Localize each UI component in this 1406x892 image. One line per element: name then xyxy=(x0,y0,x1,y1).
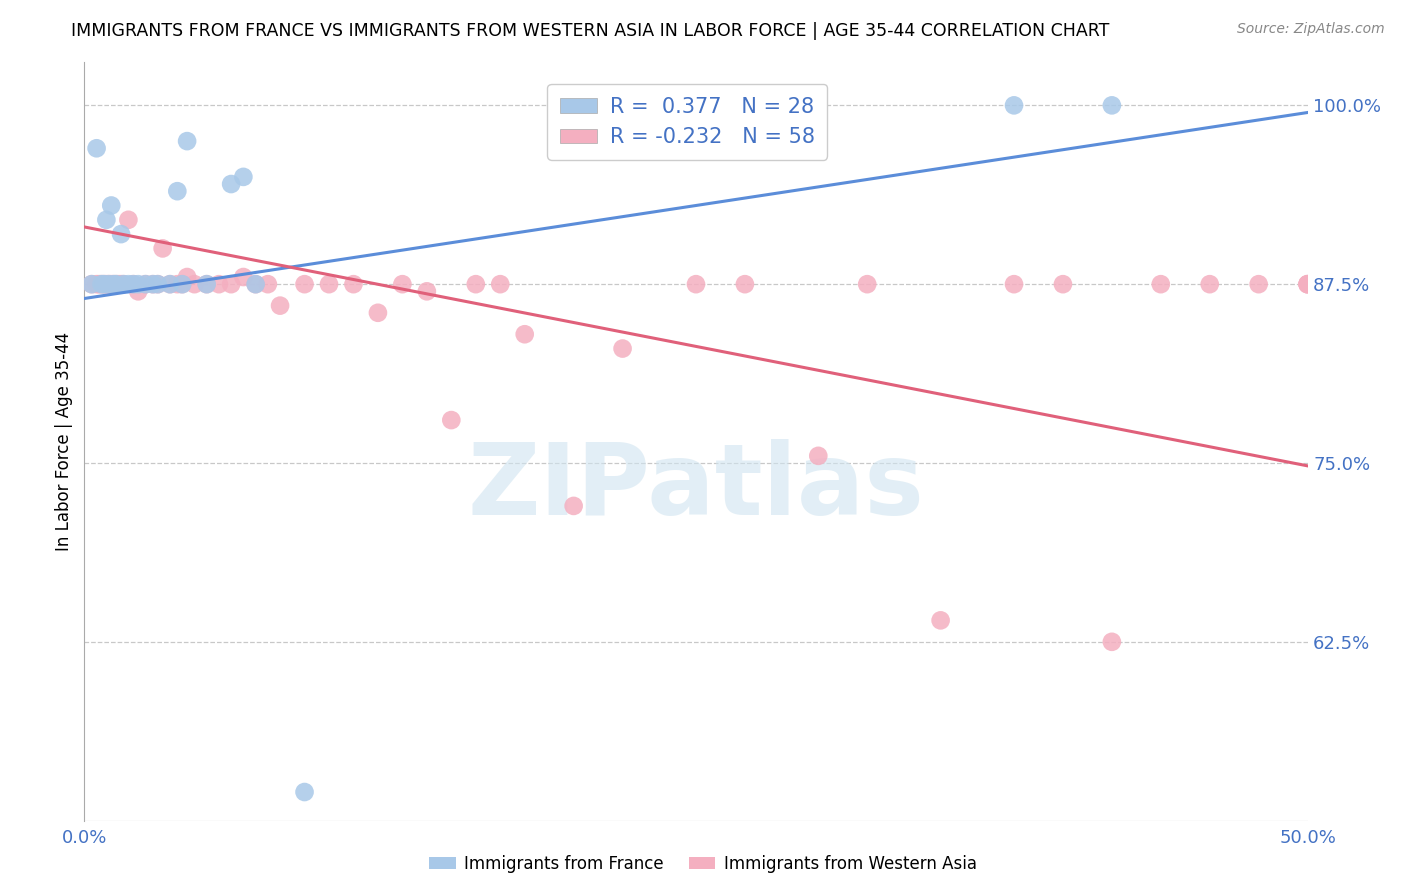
Point xyxy=(685,277,707,292)
Point xyxy=(1052,277,1074,292)
Point xyxy=(367,306,389,320)
Point xyxy=(245,277,267,292)
Point xyxy=(257,277,280,292)
Point xyxy=(294,277,316,292)
Point xyxy=(97,277,120,292)
Point xyxy=(208,277,231,292)
Point xyxy=(734,277,756,292)
Point xyxy=(142,277,165,292)
Legend: Immigrants from France, Immigrants from Western Asia: Immigrants from France, Immigrants from … xyxy=(423,848,983,880)
Point xyxy=(127,277,149,292)
Point xyxy=(93,277,115,292)
Point xyxy=(1296,277,1319,292)
Point xyxy=(176,134,198,148)
Point xyxy=(562,499,585,513)
Point xyxy=(105,277,128,292)
Point xyxy=(807,449,830,463)
Point xyxy=(142,277,165,292)
Point xyxy=(1198,277,1220,292)
Point xyxy=(103,277,125,292)
Point xyxy=(103,277,125,292)
Point xyxy=(172,277,194,292)
Point xyxy=(232,270,254,285)
Point xyxy=(152,241,174,255)
Point xyxy=(1101,98,1123,112)
Point xyxy=(195,277,218,292)
Point xyxy=(97,277,120,292)
Point xyxy=(1296,277,1319,292)
Point xyxy=(117,212,139,227)
Point xyxy=(87,277,110,292)
Point xyxy=(245,277,267,292)
Point xyxy=(1150,277,1173,292)
Point xyxy=(135,277,157,292)
Point xyxy=(342,277,364,292)
Point xyxy=(117,277,139,292)
Point xyxy=(105,277,128,292)
Point xyxy=(86,141,108,155)
Point xyxy=(172,277,194,292)
Point xyxy=(856,277,879,292)
Text: IMMIGRANTS FROM FRANCE VS IMMIGRANTS FROM WESTERN ASIA IN LABOR FORCE | AGE 35-4: IMMIGRANTS FROM FRANCE VS IMMIGRANTS FRO… xyxy=(72,22,1109,40)
Point xyxy=(146,277,169,292)
Legend: R =  0.377   N = 28, R = -0.232   N = 58: R = 0.377 N = 28, R = -0.232 N = 58 xyxy=(547,84,827,160)
Text: Source: ZipAtlas.com: Source: ZipAtlas.com xyxy=(1237,22,1385,37)
Point xyxy=(1101,635,1123,649)
Point xyxy=(112,277,135,292)
Point xyxy=(127,285,149,299)
Point xyxy=(107,277,129,292)
Point xyxy=(464,277,486,292)
Point xyxy=(80,277,103,292)
Point xyxy=(183,277,205,292)
Point xyxy=(929,613,952,627)
Point xyxy=(100,277,122,292)
Point xyxy=(96,212,118,227)
Point xyxy=(93,277,115,292)
Point xyxy=(219,177,242,191)
Y-axis label: In Labor Force | Age 35-44: In Labor Force | Age 35-44 xyxy=(55,332,73,551)
Point xyxy=(100,198,122,212)
Point xyxy=(110,227,132,241)
Point xyxy=(1247,277,1270,292)
Point xyxy=(416,285,439,299)
Point xyxy=(440,413,463,427)
Point xyxy=(269,299,291,313)
Point xyxy=(219,277,242,292)
Point xyxy=(489,277,512,292)
Point xyxy=(122,277,145,292)
Point xyxy=(135,277,157,292)
Text: ZIPatlas: ZIPatlas xyxy=(468,439,924,535)
Point xyxy=(195,277,218,292)
Point xyxy=(232,169,254,184)
Point xyxy=(166,277,188,292)
Point xyxy=(159,277,181,292)
Point xyxy=(391,277,413,292)
Point xyxy=(86,277,108,292)
Point xyxy=(146,277,169,292)
Point xyxy=(122,277,145,292)
Point xyxy=(1296,277,1319,292)
Point xyxy=(159,277,181,292)
Point xyxy=(166,184,188,198)
Point xyxy=(513,327,536,342)
Point xyxy=(90,277,112,292)
Point xyxy=(1002,98,1025,112)
Point xyxy=(90,277,112,292)
Point xyxy=(96,277,118,292)
Point xyxy=(318,277,340,292)
Point xyxy=(294,785,316,799)
Point xyxy=(80,277,103,292)
Point xyxy=(1002,277,1025,292)
Point xyxy=(110,277,132,292)
Point xyxy=(112,277,135,292)
Point xyxy=(176,270,198,285)
Point xyxy=(612,342,634,356)
